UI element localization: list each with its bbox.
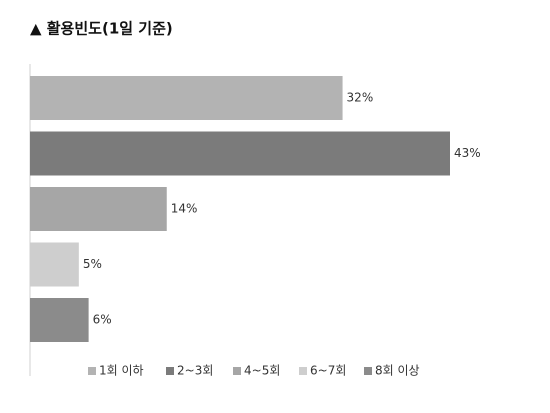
value-label: 6% (93, 313, 112, 327)
value-label: 5% (83, 257, 102, 271)
legend-label: 4~5회 (244, 364, 280, 378)
bar (30, 187, 167, 231)
bar (30, 131, 450, 176)
legend-label: 2~3회 (177, 364, 213, 378)
legend-label: 8회 이상 (375, 364, 420, 378)
legend-swatch (166, 367, 174, 375)
bar (30, 298, 89, 342)
legend-swatch (88, 367, 96, 375)
legend-label: 1회 이하 (99, 364, 144, 378)
chart-title: ▲ 활용빈도(1일 기준) (30, 20, 173, 38)
bar (30, 76, 343, 120)
legend-swatch (364, 367, 372, 375)
bar (30, 242, 79, 287)
value-label: 32% (347, 91, 374, 105)
legend-swatch (233, 367, 241, 375)
value-label: 14% (171, 202, 198, 216)
value-label: 43% (454, 146, 481, 160)
legend-swatch (299, 367, 307, 375)
legend-label: 6~7회 (310, 364, 346, 378)
